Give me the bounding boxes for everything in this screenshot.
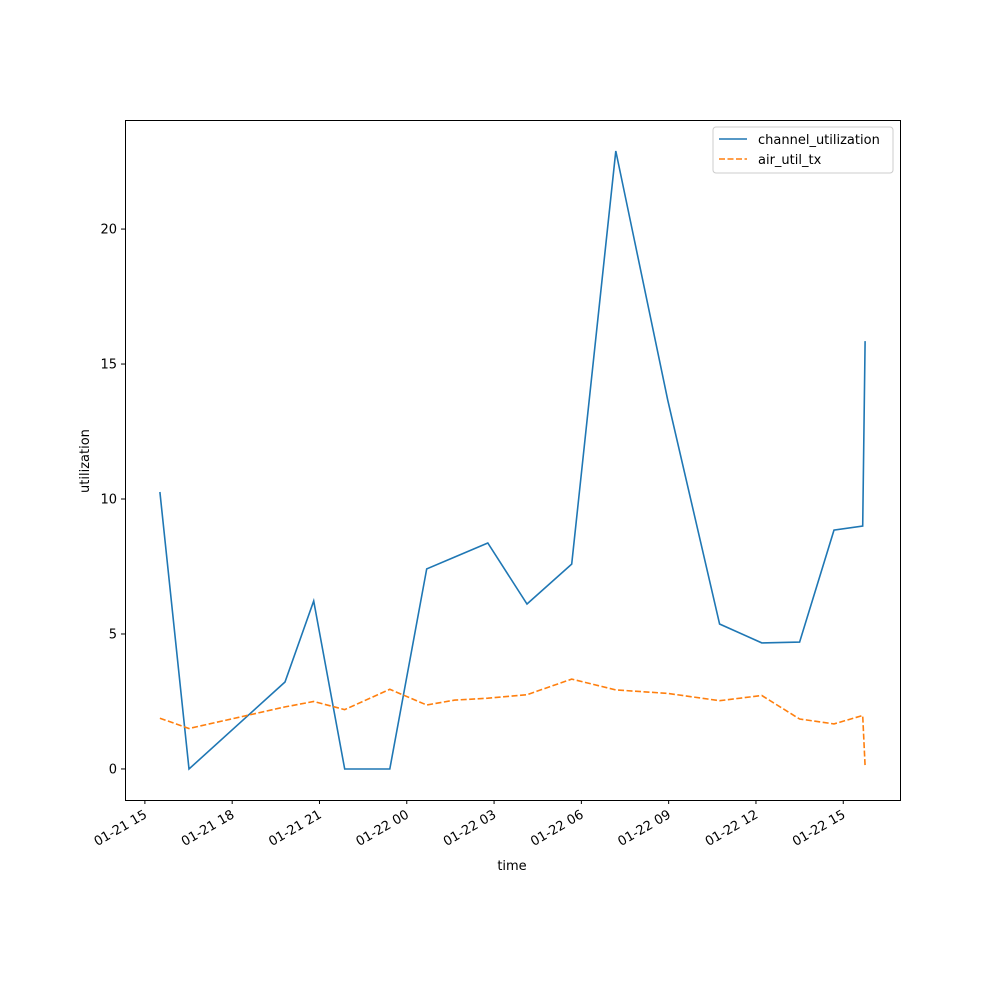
y-tick-label: 10 bbox=[100, 493, 117, 508]
x-tick-label: 01-21 21 bbox=[266, 807, 324, 849]
series-line-air-util-tx bbox=[159, 678, 866, 767]
x-axis-label: time bbox=[497, 859, 526, 874]
x-tick-label: 01-21 18 bbox=[179, 807, 237, 849]
y-tick-label: 5 bbox=[109, 627, 117, 642]
y-tick-label: 15 bbox=[100, 358, 117, 373]
x-tick-label: 01-21 15 bbox=[92, 807, 150, 849]
x-tick-label: 01-22 06 bbox=[528, 807, 586, 849]
x-tick-label: 01-22 12 bbox=[703, 807, 761, 849]
x-tick-label: 01-22 15 bbox=[790, 807, 848, 849]
y-tick-label: 20 bbox=[100, 223, 117, 238]
legend-box bbox=[712, 126, 894, 174]
y-axis-label: utilization bbox=[78, 429, 93, 493]
x-tick-label: 01-22 00 bbox=[354, 807, 412, 849]
legend: channel_utilization air_util_tx bbox=[712, 126, 894, 174]
plot-area-frame bbox=[125, 120, 901, 801]
legend-label-channel-utilization: channel_utilization bbox=[758, 133, 880, 148]
legend-label-air-util-tx: air_util_tx bbox=[758, 153, 822, 168]
series-line-channel-utilization bbox=[159, 150, 866, 771]
x-tick-label: 01-22 03 bbox=[441, 807, 499, 849]
y-tick-label: 0 bbox=[109, 762, 117, 777]
x-tick-label: 01-22 09 bbox=[616, 807, 674, 849]
